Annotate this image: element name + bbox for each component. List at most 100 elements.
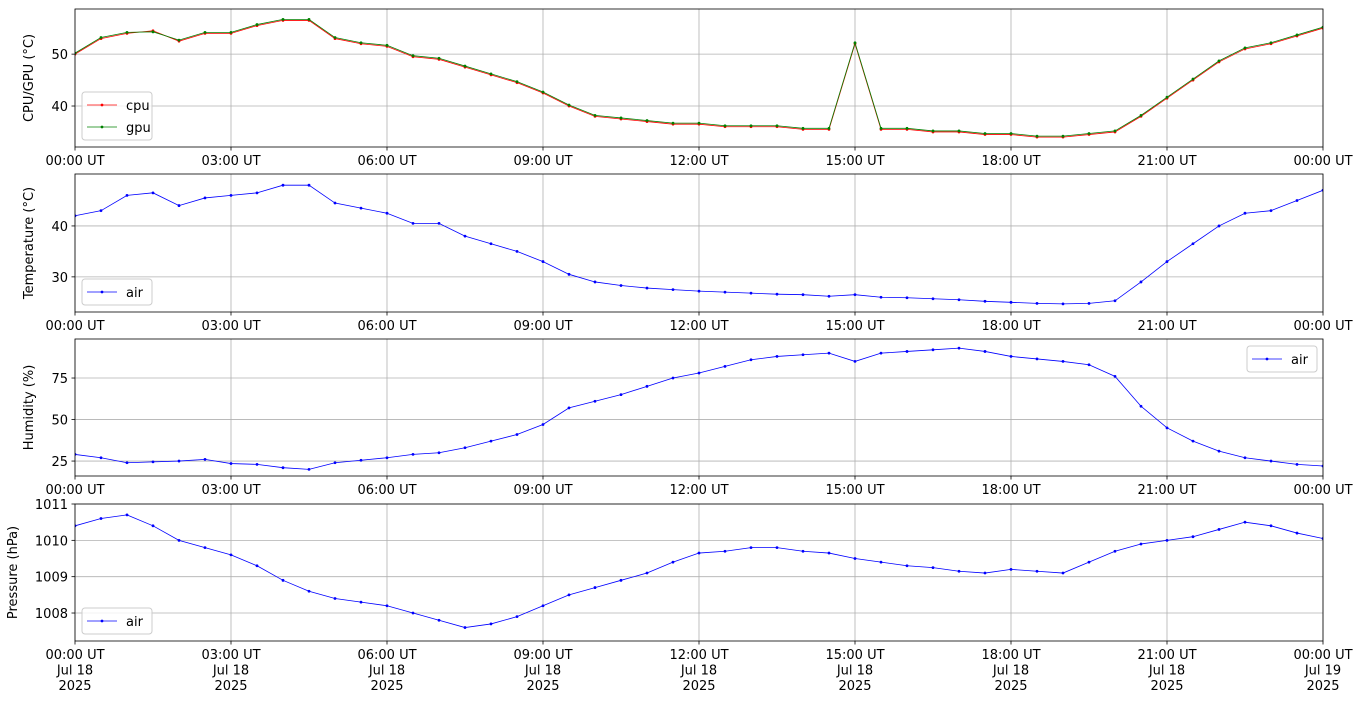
x-tick-label: 15:00 UT Jul 18 2025: [825, 648, 884, 694]
y-tick-label: 1008: [35, 607, 68, 622]
x-tick-label: 18:00 UT Jul 18 2025: [981, 648, 1040, 694]
x-tick-label-line: Jul 18: [992, 664, 1029, 679]
x-tick-label-line: 03:00 UT: [201, 154, 260, 169]
y-tick-label: 75: [51, 372, 68, 387]
x-tick-label-line: 00:00 UT: [1293, 483, 1352, 498]
x-tick-label-line: 06:00 UT: [357, 648, 416, 663]
y-tick-label: 30: [51, 271, 68, 286]
x-tick-label: 09:00 UT: [513, 154, 572, 169]
data-line: [75, 183, 1323, 306]
x-tick-label-line: 03:00 UT: [201, 483, 260, 498]
x-tick-label: 12:00 UT: [669, 154, 728, 169]
x-tick-label: 18:00 UT: [981, 483, 1040, 498]
x-tick-label-line: 21:00 UT: [1137, 154, 1196, 169]
y-axis-label: Humidity (%): [22, 365, 37, 451]
x-tick-label: 00:00 UT Jul 18 2025: [45, 648, 104, 694]
y-tick-label: 1009: [35, 571, 68, 586]
legend-label: air: [1291, 353, 1309, 368]
legend-label: air: [126, 286, 144, 301]
axes-frame: [74, 503, 1324, 642]
x-tick-label-line: 06:00 UT: [357, 483, 416, 498]
x-tick-label-line: Jul 19: [1304, 664, 1341, 679]
x-tick-label-line: 15:00 UT: [825, 319, 884, 334]
x-tick-label-line: 2025: [526, 679, 559, 694]
x-tick-label: 00:00 UT: [1293, 483, 1352, 498]
x-tick-label-line: 15:00 UT: [825, 648, 884, 663]
x-tick-label-line: 21:00 UT: [1137, 319, 1196, 334]
x-tick-label-line: 12:00 UT: [669, 483, 728, 498]
x-tick-label-line: 00:00 UT: [45, 319, 104, 334]
x-tick-label: 06:00 UT: [357, 483, 416, 498]
legend-label: gpu: [126, 121, 151, 136]
x-tick-label: 12:00 UT Jul 18 2025: [669, 648, 728, 694]
x-tick-label: 18:00 UT: [981, 154, 1040, 169]
x-tick-label-line: 09:00 UT: [513, 648, 572, 663]
x-tick-label: 12:00 UT: [669, 483, 728, 498]
x-tick-label: 18:00 UT: [981, 319, 1040, 334]
y-tick-label: 25: [51, 455, 68, 470]
x-tick-label-line: 00:00 UT: [45, 483, 104, 498]
x-tick-label: 03:00 UT: [201, 154, 260, 169]
x-tick-label: 21:00 UT: [1137, 483, 1196, 498]
y-tick-label: 1010: [35, 534, 68, 549]
x-tick-label-line: 09:00 UT: [513, 154, 572, 169]
x-tick-label-line: 12:00 UT: [669, 319, 728, 334]
x-tick-label: 06:00 UT: [357, 319, 416, 334]
x-tick-label: 03:00 UT Jul 18 2025: [201, 648, 260, 694]
x-tick-label: 15:00 UT: [825, 483, 884, 498]
x-tick-label: 15:00 UT: [825, 319, 884, 334]
x-tick-label-line: 2025: [370, 679, 403, 694]
x-tick-label-line: 00:00 UT: [45, 154, 104, 169]
x-tick-label: 09:00 UT: [513, 319, 572, 334]
y-tick-label: 40: [51, 100, 68, 115]
x-tick-label-line: 18:00 UT: [981, 483, 1040, 498]
x-tick-label: 00:00 UT: [1293, 319, 1352, 334]
legend-label: cpu: [126, 99, 150, 114]
x-tick-label: 21:00 UT: [1137, 319, 1196, 334]
x-tick-label: 03:00 UT: [201, 319, 260, 334]
x-tick-label-line: 00:00 UT: [1293, 154, 1352, 169]
x-tick-label-line: 2025: [1306, 679, 1339, 694]
x-tick-label: 21:00 UT: [1137, 154, 1196, 169]
x-tick-label-line: 12:00 UT: [669, 154, 728, 169]
data-line: [75, 346, 1323, 471]
y-tick-label: 40: [51, 220, 68, 235]
x-tick-label: 21:00 UT Jul 18 2025: [1137, 648, 1196, 694]
x-tick-label-line: Jul 18: [1148, 664, 1185, 679]
x-tick-label: 15:00 UT: [825, 154, 884, 169]
x-tick-label: 06:00 UT: [357, 154, 416, 169]
x-tick-label-line: 2025: [1150, 679, 1183, 694]
legend-label: air: [126, 615, 144, 630]
x-tick-label: 00:00 UT Jul 19 2025: [1293, 648, 1352, 694]
x-tick-label-line: 18:00 UT: [981, 319, 1040, 334]
x-tick-label-line: 09:00 UT: [513, 319, 572, 334]
y-tick-label: 50: [51, 414, 68, 429]
x-tick-label-line: Jul 18: [680, 664, 717, 679]
y-axis-label: Pressure (hPa): [6, 526, 21, 619]
x-tick-label-line: Jul 18: [836, 664, 873, 679]
x-tick-label: 09:00 UT Jul 18 2025: [513, 648, 572, 694]
x-tick-label-line: 21:00 UT: [1137, 483, 1196, 498]
x-tick-label: 09:00 UT: [513, 483, 572, 498]
x-tick-label-line: Jul 18: [368, 664, 405, 679]
x-tick-label-line: 06:00 UT: [357, 319, 416, 334]
data-line: [75, 17, 1323, 138]
x-tick-label-line: 2025: [682, 679, 715, 694]
x-tick-label-line: 15:00 UT: [825, 154, 884, 169]
y-tick-label: 50: [51, 48, 68, 63]
axes-frame: [74, 8, 1324, 148]
x-tick-label: 12:00 UT: [669, 319, 728, 334]
y-axis-label: Temperature (°C): [22, 187, 37, 300]
x-tick-label-line: 2025: [994, 679, 1027, 694]
x-tick-label-line: 18:00 UT: [981, 154, 1040, 169]
y-axis-label: CPU/GPU (°C): [22, 34, 37, 122]
x-tick-label-line: Jul 18: [212, 664, 249, 679]
x-tick-label-line: 03:00 UT: [201, 319, 260, 334]
x-tick-label: 00:00 UT: [45, 483, 104, 498]
x-tick-label-line: 03:00 UT: [201, 648, 260, 663]
x-tick-label-line: Jul 18: [524, 664, 561, 679]
x-tick-label-line: 2025: [58, 679, 91, 694]
x-tick-label-line: 12:00 UT: [669, 648, 728, 663]
x-tick-label-line: 18:00 UT: [981, 648, 1040, 663]
